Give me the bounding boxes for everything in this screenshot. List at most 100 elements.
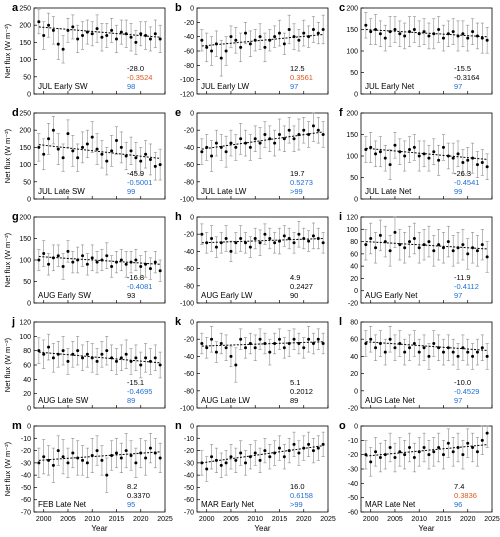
panel-letter: i [339,211,342,223]
trend-r: 0.3561 [290,73,313,82]
data-point [234,38,238,42]
data-point [374,450,378,454]
trend-line [38,144,161,159]
trend-confidence: 97 [454,82,462,91]
y-tick-label: 0 [190,215,194,222]
y-tick-label: -60 [184,371,194,378]
y-tick-label: -50 [348,495,358,502]
data-point [427,34,431,38]
y-tick-label: -70 [184,510,194,517]
data-point [258,35,262,39]
y-tick-label: -20 [184,232,194,239]
data-point [427,156,431,160]
data-point [71,149,75,153]
panel-letter: h [175,211,182,223]
data-point [378,32,382,36]
trend-line [201,445,324,464]
data-point [81,34,85,38]
data-point [485,431,489,435]
data-point [369,460,373,464]
panel-i: i -20 0 20 40 60 80 100 120 AUG Early Net -11.9-0.… [339,211,493,308]
data-point [139,363,143,367]
y-tick-label: -10 [21,436,31,443]
panel-frame [360,216,493,304]
data-point [282,42,286,46]
data-point [158,37,162,41]
data-point [456,354,460,358]
trend-slope: 12.5 [290,64,305,73]
data-point [124,352,128,356]
y-tick-label: -80 [184,63,194,70]
data-point [480,438,484,442]
y-tick-label: 20 [350,371,358,378]
x-tick-label: 2005 [223,516,239,523]
data-point [47,23,51,27]
data-point [451,249,455,253]
y-tick-label: 40 [350,264,358,271]
data-point [139,159,143,163]
panel-letter: g [12,211,19,223]
data-point [258,141,262,145]
data-point [42,34,46,38]
data-point [268,237,272,240]
x-tick-label: 2015 [436,516,452,523]
y-tick-label: 0 [190,424,194,431]
data-point [403,246,407,250]
trend-r: -0.3164 [454,73,479,82]
data-point [412,456,416,460]
y-tick-label: -50 [21,485,31,492]
panel-frame [196,321,329,409]
panel-g: g 0 50 100 150 200 Net flux (W m⁻²) AUG Early S… [3,211,166,308]
y-tick-label: 200 [19,23,31,30]
data-point [253,137,257,141]
x-tick-label: 2010 [84,516,100,523]
data-point [248,245,252,249]
data-point [219,463,223,467]
y-tick-label: 0 [354,424,358,431]
y-axis-label: Net flux (W m⁻²) [3,23,12,78]
data-point [383,350,387,354]
y-tick-label: -40 [184,34,194,41]
data-point [485,165,489,169]
data-point [200,150,204,154]
data-point [393,456,397,460]
panel-label: JUL Early Net [365,82,415,91]
data-point [302,31,306,35]
data-point [158,456,162,460]
data-point [110,28,114,32]
data-point [471,156,475,160]
data-point [475,350,479,354]
data-point [277,133,281,136]
data-point [56,147,60,151]
data-point [471,446,475,449]
data-point [134,461,138,465]
trend-confidence: 99 [127,187,135,196]
trend-confidence: 90 [290,291,298,300]
data-point [61,455,65,459]
data-point [446,346,450,350]
panel-letter: e [175,107,181,119]
data-point [466,441,470,445]
y-tick-label: -30 [184,460,194,467]
y-tick-label: -70 [21,510,31,517]
data-point [229,455,233,459]
data-point [451,30,455,34]
data-point [234,145,238,149]
data-point [139,264,143,268]
y-tick-label: 200 [19,128,31,135]
panel-label: FEB Late Net [38,500,87,509]
y-tick-label: -60 [184,266,194,273]
y-tick-label: 150 [19,145,31,152]
x-tick-label: 2025 [484,516,500,523]
trend-r: 0.2427 [290,282,313,291]
data-point [110,264,114,268]
data-point [124,262,128,266]
data-point [437,446,441,449]
trend-slope: -11.9 [454,273,471,282]
y-tick-label: 120 [346,215,358,222]
x-tick-label: 2010 [411,516,427,523]
data-point [417,350,421,354]
data-point [114,359,118,363]
panel-label: AUG Late LW [201,396,250,405]
